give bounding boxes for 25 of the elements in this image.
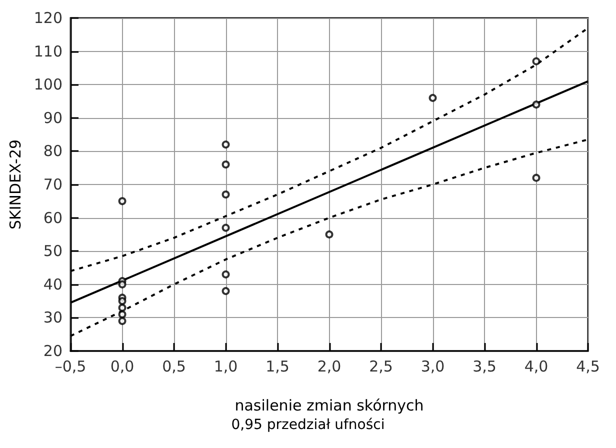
y-tick-label: 80 bbox=[43, 142, 63, 160]
x-tick-label: 3,5 bbox=[472, 358, 496, 376]
y-tick-label: 110 bbox=[34, 42, 63, 60]
x-tick-label: 1,5 bbox=[266, 358, 290, 376]
y-tick-label: 100 bbox=[34, 76, 63, 94]
x-tick-label: 4,5 bbox=[576, 358, 600, 376]
x-axis-title: nasilenie zmian skórnych bbox=[234, 396, 424, 414]
y-tick-label: 90 bbox=[43, 108, 63, 127]
y-tick-label: 40 bbox=[43, 275, 63, 294]
x-tick-label: 1,0 bbox=[214, 358, 238, 376]
y-tick-label: 50 bbox=[43, 242, 63, 260]
y-axis-title: SKINDEX-29 bbox=[6, 139, 24, 230]
y-tick-label: 30 bbox=[43, 308, 63, 327]
x-tick-label: 4,0 bbox=[524, 358, 548, 376]
x-tick-label: 0,5 bbox=[162, 358, 186, 376]
y-tick-label: 120 bbox=[34, 9, 63, 27]
x-tick-label: 2,5 bbox=[369, 358, 393, 376]
x-tick-label: 0,0 bbox=[110, 358, 134, 376]
y-tick-label: 60 bbox=[43, 208, 63, 227]
x-tick-label: –0,5 bbox=[54, 358, 86, 376]
y-tick-label: 20 bbox=[43, 342, 63, 360]
x-tick-label: 2,0 bbox=[317, 358, 342, 376]
x-tick-label: 3,0 bbox=[420, 358, 445, 376]
text: 0,95 przedział ufności bbox=[231, 417, 385, 433]
y-tick-label: 70 bbox=[43, 176, 63, 194]
